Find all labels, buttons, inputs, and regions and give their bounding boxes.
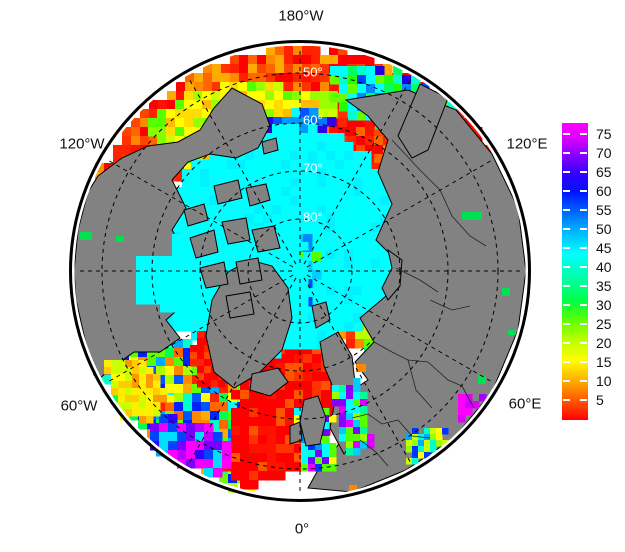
colorbar-tickmark (563, 379, 570, 382)
colorbar-tickmark (563, 152, 570, 155)
land-caa-island-4 (199, 261, 229, 289)
colorbar-tickmark (563, 247, 570, 250)
region-hudson-strait-yellow (104, 360, 175, 424)
colorbar (562, 123, 588, 420)
land-caa-island-1 (189, 229, 219, 259)
colorbar-tick-label: 5 (596, 391, 604, 408)
land-caa-island-9 (245, 183, 271, 207)
land-caa-island-8 (213, 179, 243, 205)
colorbar-tick-label: 35 (596, 277, 612, 294)
colorbar-tick-label: 25 (596, 315, 612, 332)
colorbar-tickmark (563, 398, 570, 401)
colorbar-tick-label: 45 (596, 240, 612, 257)
colorbar-tickmark (580, 152, 587, 155)
compass-label-lower-right: 60°E (508, 395, 542, 413)
colorbar-tickmark (563, 133, 570, 136)
region-labrador-magenta-cluster (150, 414, 232, 478)
compass-label-upper-right: 120°E (506, 135, 548, 153)
colorbar-legend: 5 10 15 20 25 30 35 40 45 50 55 60 65 70 75 (562, 123, 622, 420)
colorbar-tick-label: 40 (596, 258, 612, 275)
colorbar-tickmark (580, 209, 587, 212)
land-wrangel-island (261, 137, 279, 155)
colorbar-tick-label: 65 (596, 164, 612, 181)
compass-label-lower-left: 60°W (60, 397, 98, 415)
colorbar-tickmark (563, 209, 570, 212)
colorbar-tickmark (563, 265, 570, 268)
land-caa-island-3 (251, 225, 281, 253)
colorbar-tickmark (580, 228, 587, 231)
colorbar-tickmark (580, 322, 587, 325)
colorbar-tickmark (563, 360, 570, 363)
colorbar-tick-label: 70 (596, 145, 612, 162)
colorbar-tickmark (563, 171, 570, 174)
compass-label-upper-left: 120°W (59, 135, 105, 153)
colorbar-tick-label: 30 (596, 296, 612, 313)
colorbar-tick-label: 60 (596, 183, 612, 200)
land-caa-island-6 (225, 291, 255, 319)
colorbar-tick-label: 10 (596, 372, 612, 389)
colorbar-tickmark (580, 265, 587, 268)
colorbar-tickmark (580, 379, 587, 382)
colorbar-tick-label: 50 (596, 221, 612, 238)
colorbar-tickmark (580, 133, 587, 136)
colorbar-tickmark (563, 190, 570, 193)
colorbar-tick-label: 15 (596, 353, 612, 370)
region-baltic-sea (332, 378, 375, 456)
land-kamchatka (397, 83, 449, 159)
land-novaya-zemlya (381, 248, 403, 301)
colorbar-tickmark (580, 360, 587, 363)
map-rim (69, 40, 531, 502)
latitude-label-50: 50° (303, 64, 323, 80)
colorbar-tick-label: 55 (596, 202, 612, 219)
graticule-layer (76, 47, 524, 495)
colorbar-tickmark (563, 228, 570, 231)
colorbar-tickmark (580, 341, 587, 344)
lakes-layer (80, 212, 516, 492)
land-caa-island-7 (183, 203, 209, 227)
land-iceland (249, 367, 289, 397)
latitude-label-70: 70° (303, 160, 323, 176)
latitude-label-60: 60° (303, 112, 323, 128)
colorbar-tickmark (580, 171, 587, 174)
land-caa-island-2 (221, 217, 251, 245)
colorbar-tick-label: 20 (596, 334, 612, 351)
colorbar-tickmark (563, 341, 570, 344)
country-borders-layer (351, 139, 487, 467)
colorbar-tickmark (580, 247, 587, 250)
compass-label-bottom: 0° (294, 520, 310, 538)
colorbar-tickmark (580, 398, 587, 401)
latitude-label-80: 80° (303, 209, 323, 225)
compass-label-top: 180°W (278, 7, 324, 25)
colorbar-tickmark (580, 190, 587, 193)
colorbar-tickmark (580, 303, 587, 306)
colorbar-tickmark (563, 284, 570, 287)
land-ireland (289, 421, 303, 445)
colorbar-tickmark (580, 284, 587, 287)
colorbar-tickmark (563, 322, 570, 325)
colorbar-tick-label: 75 (596, 126, 612, 143)
colorbar-tickmark (563, 303, 570, 306)
islands-layer (183, 137, 403, 447)
